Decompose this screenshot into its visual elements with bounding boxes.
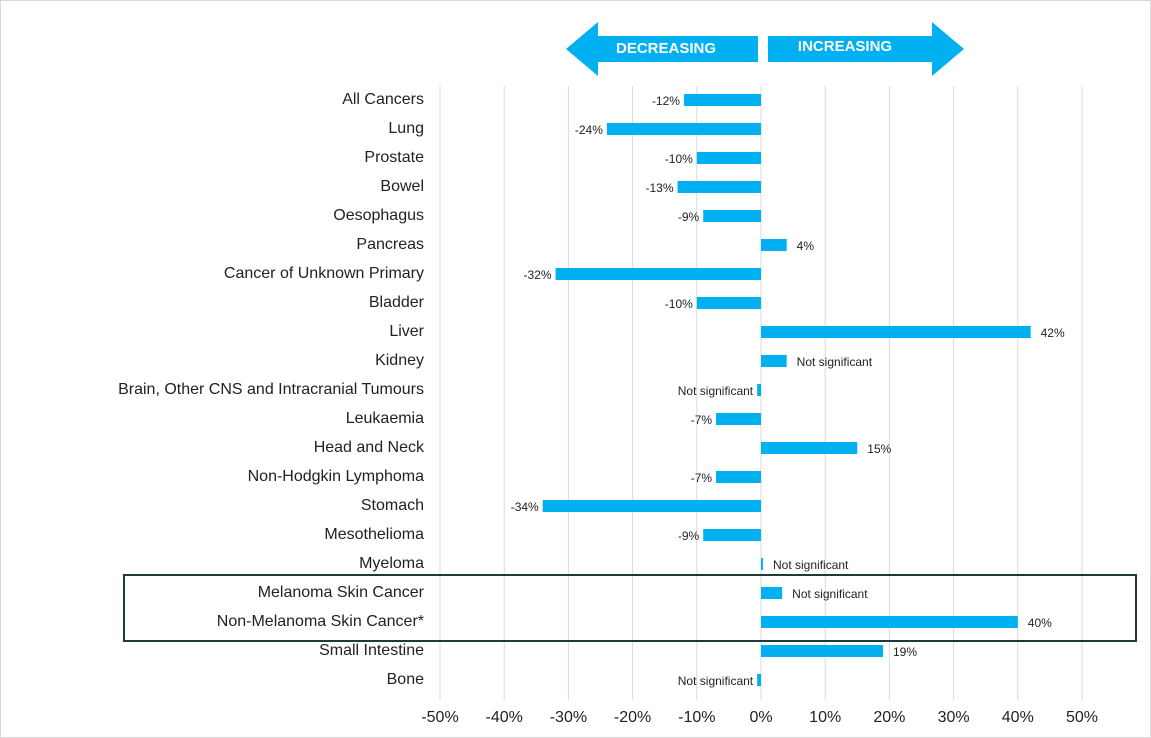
x-tick-label: -30% bbox=[550, 709, 587, 726]
category-label: All Cancers bbox=[342, 91, 424, 108]
value-label: 42% bbox=[1041, 326, 1065, 340]
bar bbox=[696, 297, 761, 309]
category-label: Lung bbox=[388, 120, 424, 137]
category-label: Head and Neck bbox=[314, 439, 425, 456]
bar bbox=[761, 645, 883, 657]
category-label: Kidney bbox=[375, 352, 424, 369]
category-label: Myeloma bbox=[359, 555, 424, 572]
category-label: Prostate bbox=[364, 149, 424, 166]
category-label: Mesothelioma bbox=[324, 526, 424, 543]
bar bbox=[761, 355, 787, 367]
value-label: -10% bbox=[665, 297, 693, 311]
category-label: Small Intestine bbox=[319, 642, 424, 659]
bar bbox=[761, 587, 783, 599]
bar bbox=[761, 616, 1018, 628]
category-label: Leukaemia bbox=[346, 410, 424, 427]
bar bbox=[716, 471, 761, 483]
category-label: Non-Melanoma Skin Cancer* bbox=[217, 613, 424, 630]
x-tick-label: 20% bbox=[873, 709, 905, 726]
x-tick-label: 30% bbox=[938, 709, 970, 726]
decreasing-arrow bbox=[566, 22, 758, 76]
category-label: Melanoma Skin Cancer bbox=[258, 584, 425, 601]
category-label: Bone bbox=[387, 671, 424, 688]
value-label: Not significant bbox=[773, 558, 849, 572]
bar bbox=[542, 500, 761, 512]
value-label: -7% bbox=[691, 471, 713, 485]
bar bbox=[761, 326, 1031, 338]
value-label: -7% bbox=[691, 413, 713, 427]
value-label: -13% bbox=[646, 181, 674, 195]
category-label: Pancreas bbox=[356, 236, 424, 253]
value-label: 40% bbox=[1028, 616, 1052, 630]
value-label: Not significant bbox=[678, 384, 754, 398]
bar bbox=[716, 413, 761, 425]
bar bbox=[761, 558, 763, 570]
value-label: -32% bbox=[524, 268, 552, 282]
bar bbox=[761, 442, 858, 454]
bar bbox=[703, 210, 761, 222]
x-tick-label: 10% bbox=[809, 709, 841, 726]
bar bbox=[761, 239, 787, 251]
value-label: 19% bbox=[893, 645, 917, 659]
bar bbox=[757, 674, 761, 686]
value-label: -9% bbox=[678, 529, 700, 543]
bar bbox=[757, 384, 761, 396]
category-label: Non-Hodgkin Lymphoma bbox=[248, 468, 424, 485]
value-label: -24% bbox=[575, 123, 603, 137]
x-tick-label: -40% bbox=[486, 709, 523, 726]
x-tick-label: 0% bbox=[749, 709, 772, 726]
category-label: Bladder bbox=[369, 294, 425, 311]
category-label: Stomach bbox=[361, 497, 424, 514]
highlight-box bbox=[123, 574, 1137, 642]
x-tick-label: -20% bbox=[614, 709, 651, 726]
value-label: Not significant bbox=[678, 674, 754, 688]
x-tick-label: 40% bbox=[1002, 709, 1034, 726]
category-label: Cancer of Unknown Primary bbox=[224, 265, 424, 282]
x-tick-label: -50% bbox=[421, 709, 458, 726]
bar bbox=[606, 123, 761, 135]
value-label: Not significant bbox=[792, 587, 868, 601]
value-label: 15% bbox=[867, 442, 891, 456]
bar bbox=[677, 181, 761, 193]
bar bbox=[555, 268, 761, 280]
value-label: -10% bbox=[665, 152, 693, 166]
arrow-label: DECREASING bbox=[616, 40, 716, 57]
arrow-label: INCREASING bbox=[798, 38, 892, 55]
bar bbox=[683, 94, 761, 106]
increasing-arrow bbox=[768, 22, 964, 76]
category-label: Bowel bbox=[380, 178, 424, 195]
bar bbox=[703, 529, 761, 541]
x-tick-label: 50% bbox=[1066, 709, 1098, 726]
value-label: 4% bbox=[797, 239, 815, 253]
value-label: Not significant bbox=[797, 355, 873, 369]
value-label: -9% bbox=[678, 210, 700, 224]
value-label: -34% bbox=[511, 500, 539, 514]
category-label: Brain, Other CNS and Intracranial Tumour… bbox=[118, 381, 424, 398]
category-label: Oesophagus bbox=[333, 207, 424, 224]
bar bbox=[696, 152, 761, 164]
category-label: Liver bbox=[389, 323, 424, 340]
x-tick-label: -10% bbox=[678, 709, 715, 726]
value-label: -12% bbox=[652, 94, 680, 108]
